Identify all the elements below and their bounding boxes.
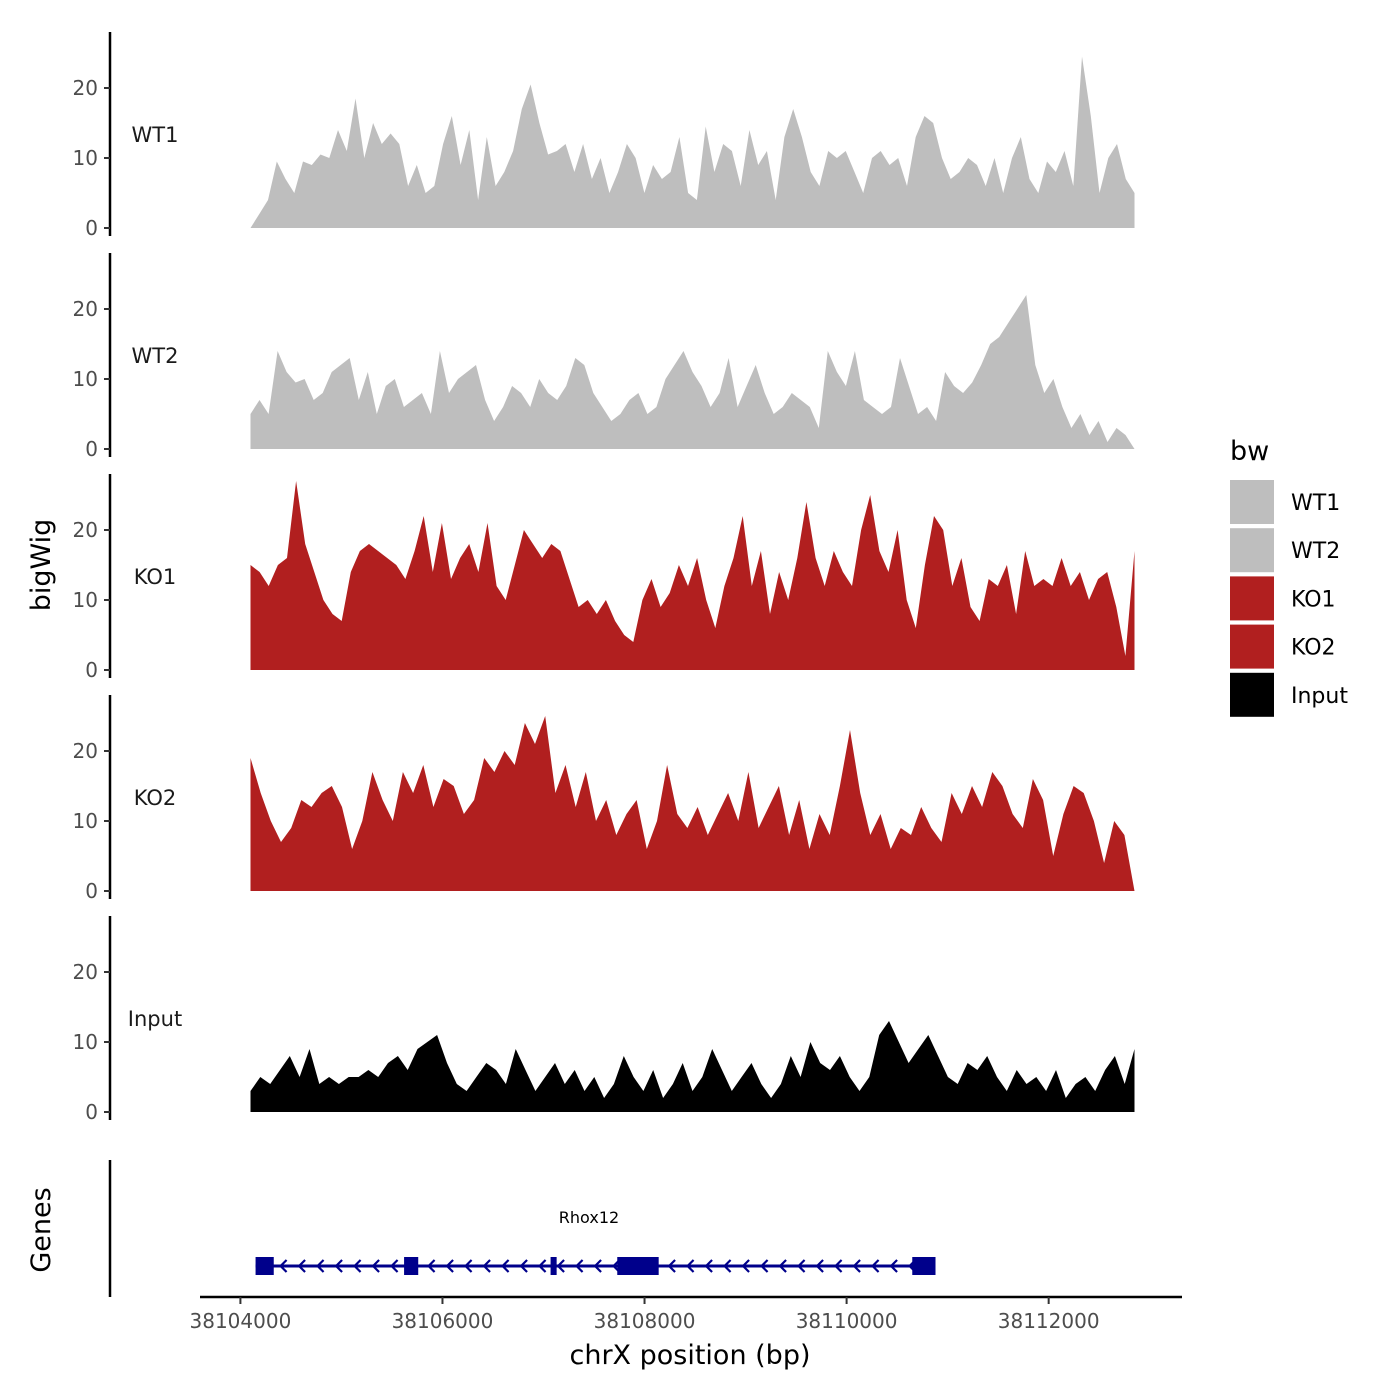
signal-area-wt2 <box>250 295 1135 449</box>
track-label-wt2: WT2 <box>132 344 179 368</box>
legend: bw WT1 WT2 KO1 KO2 Input <box>1230 436 1348 717</box>
x-tick-label: 38104000 <box>190 1309 292 1333</box>
y-tick-label: 0 <box>85 437 98 461</box>
track-ko2: 0 10 20 KO2 <box>73 695 1135 903</box>
strand-arrow <box>852 1259 861 1273</box>
gene-exon <box>550 1257 557 1275</box>
legend-label-wt1: WT1 <box>1291 491 1340 516</box>
strand-arrow <box>686 1259 695 1273</box>
x-tick-label: 38110000 <box>796 1309 898 1333</box>
y-tick-label: 0 <box>85 658 98 682</box>
strand-arrow <box>871 1259 880 1273</box>
strand-arrow <box>519 1259 528 1273</box>
y-tick-label: 20 <box>73 297 98 321</box>
y-tick-label: 10 <box>73 146 98 170</box>
signal-area-input <box>250 1021 1135 1112</box>
strand-arrow <box>297 1259 306 1273</box>
gene-exon <box>617 1257 659 1275</box>
strand-arrow <box>667 1259 676 1273</box>
legend-label-input: Input <box>1291 684 1348 709</box>
y-tick-label: 10 <box>73 809 98 833</box>
strand-arrow <box>316 1259 325 1273</box>
x-axis: 38104000 38106000 38108000 38110000 38112000 <box>190 1295 1182 1333</box>
gene-exon <box>912 1257 936 1275</box>
track-label-wt1: WT1 <box>132 123 179 147</box>
y-tick-label: 0 <box>85 879 98 903</box>
strand-arrow <box>593 1259 602 1273</box>
x-tick-label: 38108000 <box>594 1309 696 1333</box>
strand-arrow <box>538 1259 547 1273</box>
legend-label-wt2: WT2 <box>1291 539 1340 564</box>
strand-arrow <box>889 1259 898 1273</box>
strand-arrow <box>427 1259 436 1273</box>
strand-arrow <box>279 1259 288 1273</box>
gene-label: Rhox12 <box>559 1208 619 1227</box>
y-tick-label: 10 <box>73 588 98 612</box>
legend-swatch-wt1 <box>1230 480 1274 524</box>
genes-axis-title: Genes <box>26 1187 57 1272</box>
signal-area-ko1 <box>250 481 1135 670</box>
strand-arrow <box>704 1259 713 1273</box>
strand-arrow <box>482 1259 491 1273</box>
x-tick-label: 38106000 <box>392 1309 494 1333</box>
legend-swatch-input <box>1230 672 1274 717</box>
strand-arrow <box>390 1259 399 1273</box>
y-tick-label: 0 <box>85 216 98 240</box>
track-ko1: 0 10 20 KO1 <box>73 474 1135 682</box>
strand-arrow <box>501 1259 510 1273</box>
strand-arrow <box>464 1259 473 1273</box>
track-label-ko2: KO2 <box>134 786 177 810</box>
gene-exon <box>255 1257 274 1275</box>
strand-arrow <box>778 1259 787 1273</box>
signal-area-wt1 <box>250 56 1135 228</box>
gene-exon <box>404 1257 419 1275</box>
y-tick-label: 0 <box>85 1100 98 1124</box>
strand-arrow <box>575 1259 584 1273</box>
strand-arrow <box>760 1259 769 1273</box>
strand-arrow <box>741 1259 750 1273</box>
signal-area-ko2 <box>250 716 1135 891</box>
strand-arrow <box>334 1259 343 1273</box>
signal-tracks: 0 10 20 WT1 0 10 20 WT2 0 10 20 KO1 0 10 20 KO2 0 10 20 Inp… <box>73 32 1135 1124</box>
legend-swatch-wt2 <box>1230 528 1274 573</box>
gene-track: Rhox12 <box>108 1160 936 1297</box>
strand-arrow <box>834 1259 843 1273</box>
strand-arrow <box>723 1259 732 1273</box>
x-tick-label: 38112000 <box>998 1309 1100 1333</box>
y-tick-label: 20 <box>73 518 98 542</box>
strand-arrow <box>353 1259 362 1273</box>
legend-label-ko2: KO2 <box>1291 636 1336 661</box>
strand-arrow <box>371 1259 380 1273</box>
y-axis-title: bigWig <box>26 519 57 612</box>
legend-label-ko1: KO1 <box>1291 587 1336 612</box>
y-tick-label: 20 <box>73 739 98 763</box>
track-wt2: 0 10 20 WT2 <box>73 253 1135 461</box>
y-tick-label: 10 <box>73 1030 98 1054</box>
strand-arrow <box>445 1259 454 1273</box>
legend-title: bw <box>1230 436 1269 467</box>
y-tick-label: 20 <box>73 960 98 984</box>
strand-arrow <box>815 1259 824 1273</box>
strand-arrow <box>556 1259 565 1273</box>
legend-swatch-ko1 <box>1230 576 1274 621</box>
track-label-ko1: KO1 <box>134 565 177 589</box>
track-wt1: 0 10 20 WT1 <box>73 32 1135 240</box>
y-tick-label: 10 <box>73 367 98 391</box>
track-label-input: Input <box>128 1007 182 1031</box>
gene-rhox12: Rhox12 <box>255 1208 936 1275</box>
y-tick-label: 20 <box>73 76 98 100</box>
track-input: 0 10 20 Input <box>73 916 1135 1124</box>
legend-swatch-ko2 <box>1230 624 1274 669</box>
x-axis-title: chrX position (bp) <box>569 1340 810 1371</box>
strand-arrow <box>797 1259 806 1273</box>
